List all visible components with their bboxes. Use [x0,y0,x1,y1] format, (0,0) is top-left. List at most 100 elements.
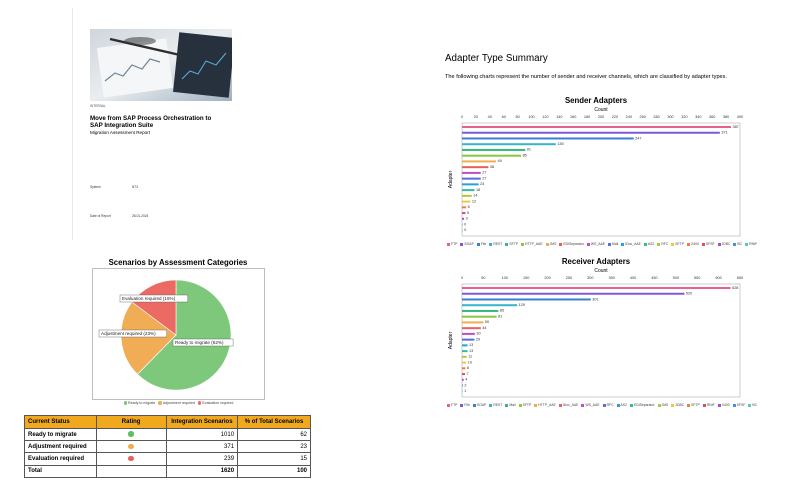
x-tick-label: 150 [523,276,529,280]
legend-item: BC [748,403,757,407]
date-label: Date of Report [90,214,111,218]
legend-label: BC [737,242,743,246]
bar [462,287,731,290]
adapter-summary-heading: Adapter Type Summary [445,53,548,64]
bar-value-label: 1 [464,389,466,393]
x-tick-label: 240 [626,115,632,119]
legend-item: EDISeparator [559,242,584,246]
bar-value-label: 12 [472,199,476,203]
legend-dot-adjustment [158,401,162,405]
x-tick-label: 200 [544,276,550,280]
bar-value-label: 81 [498,314,502,318]
report-title-line2: SAP Integration Suite [90,122,154,130]
x-tick-label: 100 [528,115,534,119]
row-status: Ready to migrate [24,427,97,442]
bar-value-label: 5 [467,211,469,215]
pie-legend: Ready to migrate Adjustment required Eva… [92,401,263,405]
legend-label: SFTP [691,403,700,407]
legend-swatch [671,242,675,246]
bar [462,384,463,387]
bar-value-label: 27 [482,171,486,175]
legend-label: RFC [661,242,669,246]
total-percent: 100 [237,464,311,478]
bar [462,315,497,318]
bar [462,143,556,146]
legend-swatch [717,403,721,407]
bar [462,338,475,341]
legend-swatch [586,242,590,246]
legend-swatch [717,242,721,246]
bar [462,137,634,140]
legend-label: HTTP_AAE [538,403,556,407]
x-tick-label: 260 [640,115,646,119]
bar [462,217,465,220]
table-row: Evaluation required 239 15 [24,452,311,466]
bar [462,148,526,151]
legend-label: Mail [612,242,619,246]
legend-label: SFSF [705,242,715,246]
legend-item: X400 [686,242,699,246]
legend-item: Mail [608,242,618,246]
bar [462,367,466,370]
pie-label-evaluation-box [119,294,188,303]
legend-label: RNIF [749,242,758,246]
legend-swatch [732,403,736,407]
legend-dot-evaluation [197,401,202,405]
legend-item: HTTP_AAE [534,403,556,407]
legend-swatch [476,242,480,246]
status-table: Current Status Rating Integration Scenar… [24,415,311,478]
legend-swatch [687,403,691,407]
legend-label: RNIF [706,403,715,407]
legend-item: BC [733,242,742,246]
legend-swatch [447,242,450,246]
legend-dot-ready [123,401,128,405]
bar-value-label: 30 [476,332,480,336]
legend-swatch [558,403,562,407]
bar [462,206,467,209]
bar-value-label: 247 [635,136,641,140]
legend-item: JDBC [717,242,730,246]
legend-label: SFSF [736,403,746,407]
col-integration-scenarios: Integration Scenarios [165,415,239,429]
bar [462,229,463,232]
bar-value-label: 0 [464,228,466,232]
bar-value-label: 7 [466,372,468,376]
legend-item: JDBC [671,403,684,407]
bar-value-label: 6 [468,205,470,209]
x-tick-label: 140 [556,115,562,119]
legend-label: JMS [661,403,669,407]
row-status: Evaluation required [24,452,97,466]
rating-green-dot [128,431,134,437]
legend-label: RFC [606,403,614,407]
x-tick-label: 500 [673,276,679,280]
legend-swatch [671,403,675,407]
rating-orange-dot [128,443,134,450]
legend-label: SOAP [476,403,487,407]
bar-value-label: 11 [468,355,472,359]
bar-value-label: 38 [490,165,494,169]
bar [462,194,472,197]
receiver-chart-title: Receiver Adapters [561,257,631,266]
legend-label: EDISeparator [633,403,655,407]
legend-label: File [464,403,470,407]
row-scenarios: 239 [165,452,239,466]
legend-swatch [643,242,647,246]
bar [462,126,731,129]
legend-item: RNIF [702,403,715,407]
bar [462,309,499,312]
legend-label: SFTP [522,403,532,407]
legend-item: REST [489,242,502,246]
legend-label: Mail [509,403,516,407]
bar-value-label: 4 [465,378,467,382]
bar-value-label: 50 [485,320,489,324]
legend-swatch [489,403,493,407]
sender-legend: FTP SOAP File REST SFTP HTTP_AAE JMS EDISeparat… [447,242,760,246]
legend-label: EDISeparator [563,242,584,246]
col-percent-total: % of Total Scenarios [237,415,311,429]
legend-label: REST [493,242,503,246]
x-tick-label: 600 [715,276,721,280]
total-scenarios: 1620 [165,464,239,478]
bar-value-label: 10 [468,360,472,364]
plot-area [461,122,741,237]
